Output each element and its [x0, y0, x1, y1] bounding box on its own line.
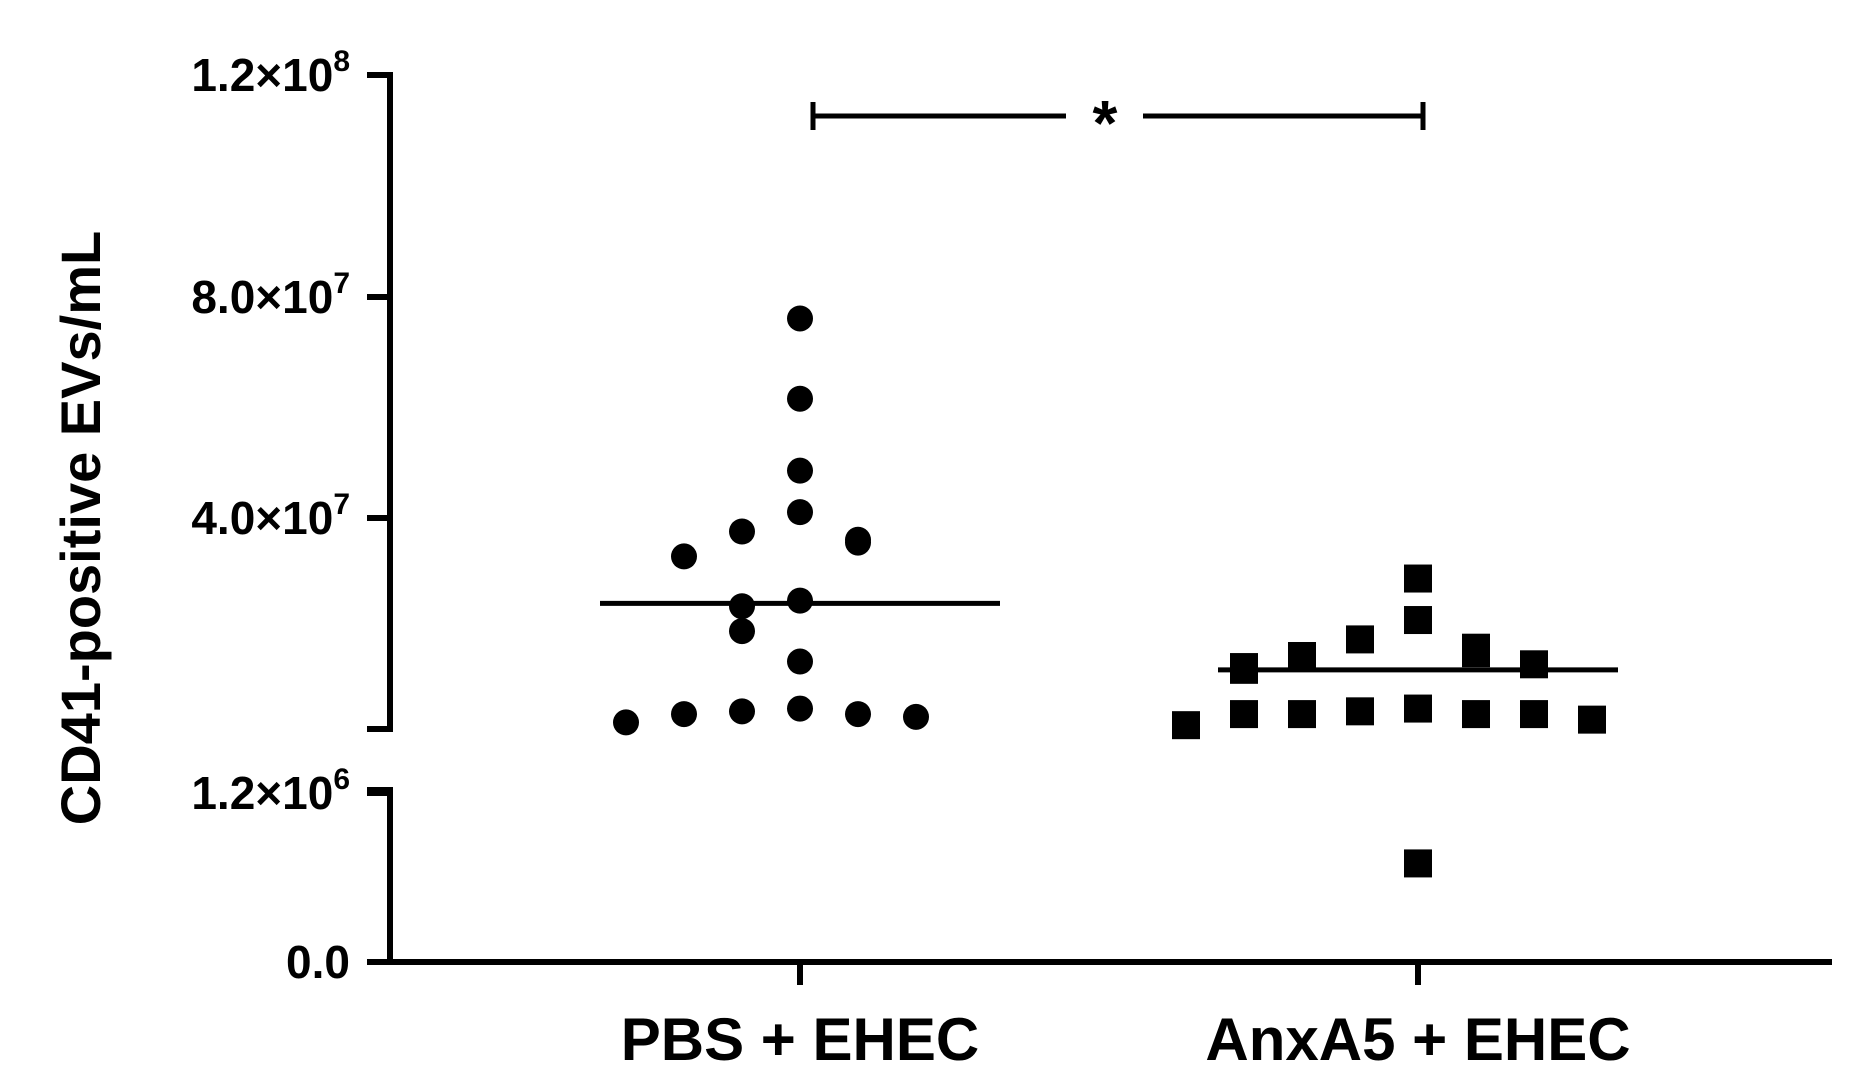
y-axis-ticks: 0.0 1.2×106 4.0×107 8.0×107 1.2×108 — [191, 45, 393, 988]
data-point-square — [1288, 700, 1316, 729]
data-point-square — [1462, 700, 1490, 729]
data-point-circle — [787, 587, 813, 614]
data-point-square — [1578, 705, 1606, 734]
data-point-square — [1462, 639, 1490, 668]
x-axis: PBS + EHEC AnxA5 + EHEC — [387, 959, 1832, 1073]
data-point-circle — [729, 518, 755, 545]
data-point-square — [1230, 655, 1258, 684]
x-tick-label: AnxA5 + EHEC — [1205, 1006, 1630, 1073]
y-tick-label: 1.2×108 — [191, 45, 350, 101]
data-point-square — [1520, 650, 1548, 679]
significance-bracket: * — [810, 87, 1426, 159]
data-point-circle — [845, 701, 871, 728]
data-point-square — [1346, 697, 1374, 726]
y-tick-label: 4.0×107 — [191, 488, 350, 544]
y-tick-label: 1.2×106 — [191, 763, 350, 819]
y-axis-label: CD41-positive EVs/mL — [49, 231, 112, 825]
significance-label: * — [1093, 87, 1118, 159]
data-point-square — [1404, 694, 1432, 723]
data-point-square — [1230, 700, 1258, 729]
data-point-circle — [787, 648, 813, 675]
data-point-square — [1288, 642, 1316, 670]
data-point-circle — [729, 593, 755, 620]
x-axis-ticks: PBS + EHEC AnxA5 + EHEC — [621, 962, 1631, 1073]
data-points — [613, 305, 1606, 878]
data-point-square — [1404, 849, 1432, 878]
data-point-square — [1520, 700, 1548, 729]
data-point-circle — [613, 709, 639, 736]
data-point-circle — [787, 499, 813, 526]
data-point-square — [1404, 564, 1432, 593]
data-point-circle — [787, 385, 813, 412]
data-point-square — [1404, 606, 1432, 635]
y-axis: 0.0 1.2×106 4.0×107 8.0×107 1.2×108 CD41-pos… — [49, 45, 393, 988]
data-point-circle — [903, 703, 929, 730]
data-point-circle — [787, 305, 813, 332]
x-tick-label: PBS + EHEC — [621, 1006, 979, 1073]
data-point-circle — [729, 698, 755, 725]
y-tick-label: 8.0×107 — [191, 267, 350, 323]
data-point-circle — [729, 618, 755, 645]
data-point-circle — [845, 529, 871, 556]
data-point-circle — [787, 457, 813, 484]
data-point-square — [1346, 625, 1374, 654]
data-point-circle — [787, 695, 813, 722]
data-point-circle — [671, 543, 697, 570]
data-point-square — [1172, 711, 1200, 740]
data-point-circle — [671, 701, 697, 728]
y-tick-label: 0.0 — [286, 936, 350, 988]
